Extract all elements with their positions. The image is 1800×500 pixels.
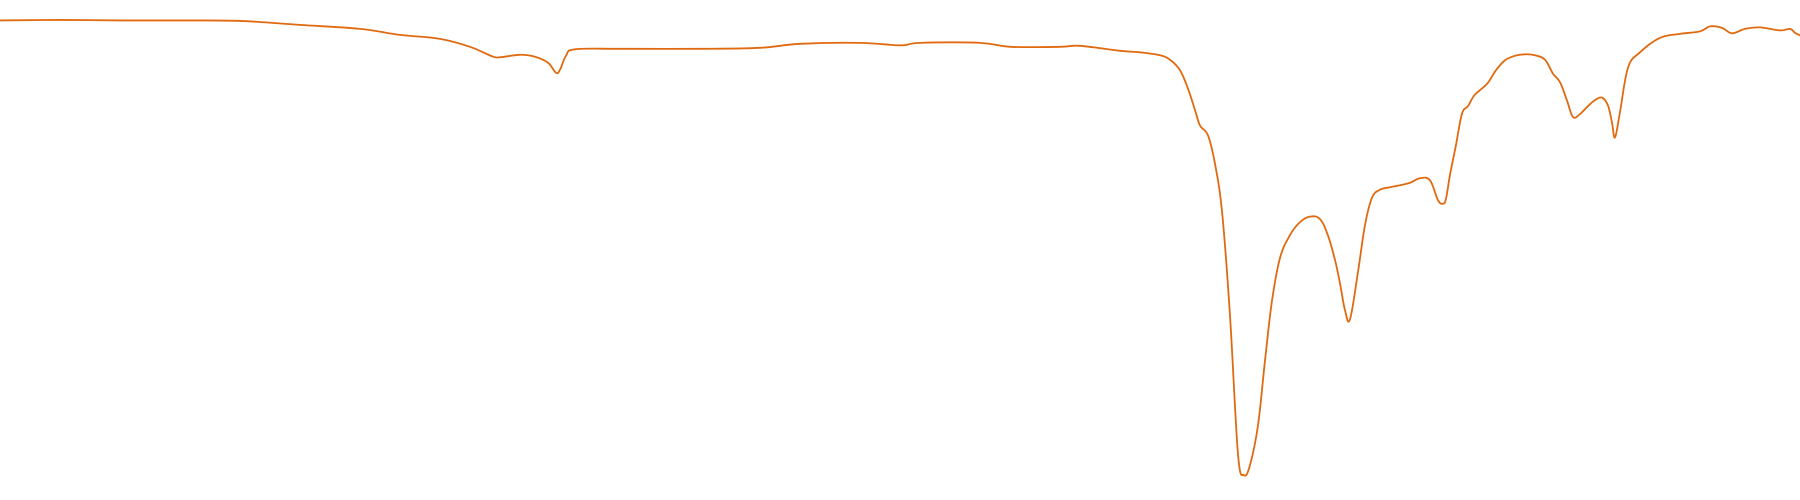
series-layer xyxy=(0,19,1800,477)
series-line-0 xyxy=(0,19,1800,477)
